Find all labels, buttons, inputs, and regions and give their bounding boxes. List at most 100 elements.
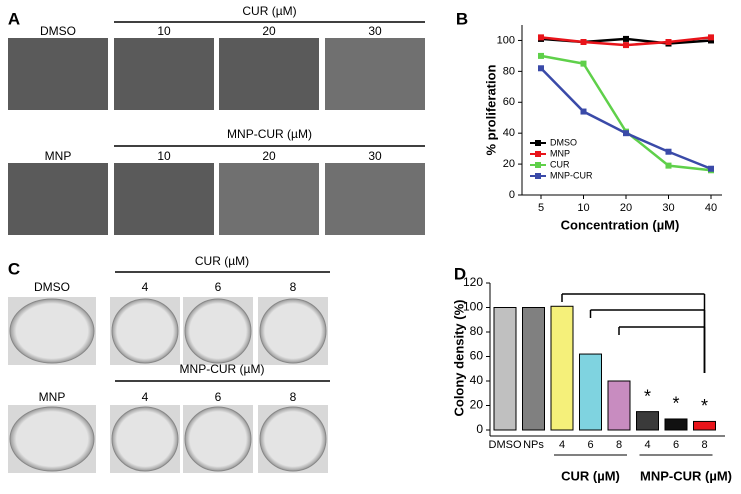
concentration-label: 8 [290,280,297,294]
row-label: DMSO [34,280,70,294]
legend-marker [535,173,541,179]
point [708,165,714,172]
micrograph [8,38,108,110]
x-tick-label: 4 [644,439,650,451]
point [580,60,587,67]
dish [111,406,179,472]
y-tick-label: 20 [470,398,484,412]
significance-label: * [701,396,708,416]
significance-label: * [644,386,651,406]
x-tick-label: NPs [523,439,544,451]
y-tick-label: 0 [509,189,515,201]
x-axis-label: Concentration (µM) [561,217,680,232]
point [538,65,544,72]
legend-label: CUR [550,159,570,169]
concentration-label: 4 [142,280,149,294]
x-tick-label: 30 [662,202,674,214]
x-tick-label: 4 [559,439,565,451]
legend-marker [535,151,541,157]
x-tick-label: 6 [587,439,593,451]
x-tick-label: 8 [616,439,622,451]
dish [184,406,252,472]
x-tick-label: DMSO [489,439,522,451]
point [665,162,672,169]
concentration-label: 20 [262,24,276,38]
y-tick-label: 20 [503,158,515,170]
concentration-label: 4 [142,390,149,404]
point [708,34,714,41]
x-tick-label: 6 [673,439,679,451]
micrograph [114,38,214,110]
group-label: MNP-CUR (µM) [180,362,265,376]
dish [184,298,252,364]
x-tick-label: 40 [705,202,717,214]
y-tick-label: 40 [470,373,484,387]
group-label: CUR (µM) [195,254,249,268]
y-tick-label: 60 [470,349,484,363]
dish [9,298,95,364]
panel-label: A [8,9,20,28]
x-tick-label: 20 [620,202,632,214]
point [665,39,672,45]
concentration-label: 30 [368,149,382,163]
point [665,148,672,155]
legend-label: MNP-CUR [550,170,593,180]
concentration-label: 10 [157,149,171,163]
panel-label: B [456,9,468,28]
x-tick-label: 5 [538,202,544,214]
dish [111,298,179,364]
bar [693,420,716,431]
y-tick-label: 0 [476,422,483,436]
point [538,52,544,59]
point [623,35,629,42]
concentration-label: 30 [368,24,382,38]
micrograph [325,163,425,235]
y-tick-label: 120 [463,275,483,289]
point [708,37,714,44]
row-label: DMSO [40,24,76,38]
micrograph [219,38,319,110]
dish [9,406,95,472]
x-tick-label: 8 [701,439,707,451]
significance-label: * [672,394,679,414]
point [623,42,629,49]
y-axis-label: Colony density (%) [451,299,466,416]
legend-marker [535,162,541,168]
point [623,130,629,137]
panel-label: D [454,264,466,283]
legend-marker [535,140,541,146]
micrograph [114,163,214,235]
y-tick-label: 100 [463,300,483,314]
y-axis-label: % proliferation [483,64,498,155]
dish [259,298,327,364]
concentration-label: 20 [262,149,276,163]
bar [664,418,688,431]
micrograph [219,163,319,235]
bar [579,353,602,431]
y-tick-label: 60 [503,96,515,108]
concentration-label: 10 [157,24,171,38]
group-label: CUR (µM) [561,468,620,483]
concentration-label: 6 [215,280,222,294]
bar [550,305,574,431]
group-label: MNP-CUR (µM) [640,468,732,483]
bar [636,411,659,431]
row-label: MNP [39,390,66,404]
micrograph [8,163,108,235]
bar [493,307,517,431]
point [580,108,587,115]
panel-label: C [8,259,20,278]
x-tick-label: 10 [577,202,589,214]
concentration-label: 6 [215,390,222,404]
row-label: MNP [45,149,72,163]
concentration-label: 8 [290,390,297,404]
group-label: MNP-CUR (µM) [227,127,312,141]
bar [522,307,545,431]
group-label: CUR (µM) [242,4,296,18]
y-tick-label: 100 [497,34,515,46]
y-tick-label: 40 [503,127,515,139]
dish [259,406,327,472]
bar [607,380,631,431]
